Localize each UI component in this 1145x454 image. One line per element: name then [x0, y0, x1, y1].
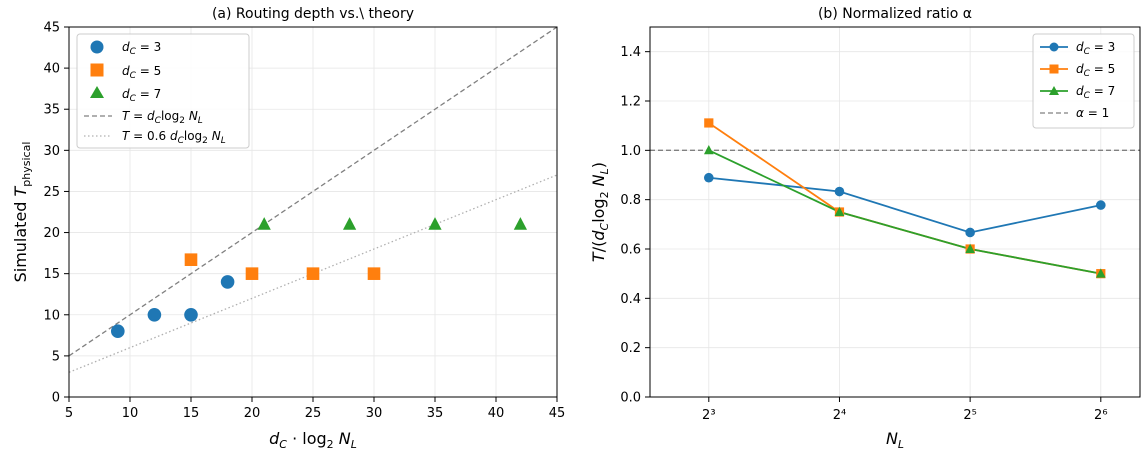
panel-a-reference-lines [68, 26, 558, 373]
panel-a-legend-box [76, 33, 250, 149]
data-point-circle [147, 307, 162, 322]
panel-a-xtick-label: 20 [244, 406, 261, 421]
panel-b-ytick-label: 1.4 [620, 45, 641, 60]
data-point-triangle [834, 206, 845, 216]
panel-b-title: (b) Normalized ratio α [818, 6, 972, 22]
panel-b-legend-box [1032, 33, 1135, 129]
panel-b-ytick-label: 0.8 [620, 193, 641, 208]
panel-b-legend: dC = 3 dC = 5 dC = 7 α = 1 [1032, 33, 1135, 129]
panel-b-xtick-label: 2³ [702, 408, 715, 423]
data-point-square [367, 267, 381, 280]
legend-a-label-dc3: dC = 3 [122, 40, 161, 57]
panel-b: 2³ 2⁴ 2⁵ 2⁶ 0.0 0.2 0.4 0.6 0.8 1.0 1.2 1.4 (b) Nor… [589, 6, 1141, 451]
panel-a-legend: dC = 3 dC = 5 dC = 7 T = dClog2 NL T = 0… [76, 33, 250, 149]
panel-a-xtick-label: 25 [305, 406, 322, 421]
panel-b-ytick-label: 1.2 [620, 95, 641, 110]
data-point-circle [834, 186, 845, 197]
legend-a-label-06: T = 0.6 dClog2 NL [122, 129, 226, 146]
data-point-circle [965, 227, 975, 238]
panel-a-ytick-label: 0 [52, 391, 60, 406]
panel-a-ytick-label: 25 [43, 185, 60, 200]
panel-a-xtick-label: 5 [65, 406, 73, 421]
data-point-triangle [965, 243, 975, 253]
data-point-circle [111, 324, 125, 339]
data-point-triangle [703, 145, 714, 155]
legend-b-label-dc3: dC = 3 [1076, 40, 1115, 57]
data-point-circle [1096, 200, 1106, 210]
data-point-circle [220, 275, 235, 289]
panel-b-ytick-label: 0.6 [620, 243, 641, 258]
panel-b-xlabel: NL [886, 429, 904, 451]
panel-b-ytick-label: 0.2 [620, 341, 641, 356]
legend-b-marker-dc3 [1049, 42, 1059, 52]
panel-a-ytick-label: 40 [43, 62, 60, 77]
series-line-circle [708, 176, 1101, 234]
panel-a-xtick-label: 10 [122, 406, 139, 421]
panel-b-data-points [703, 118, 1106, 279]
data-point-triangle [428, 217, 442, 230]
legend-a-marker-dc5 [90, 63, 104, 77]
data-point-triangle [1095, 268, 1106, 278]
panel-a-data-points [111, 217, 528, 339]
panel-b-ticks: 2³ 2⁴ 2⁵ 2⁶ 0.0 0.2 0.4 0.6 0.8 1.0 1.2 1.4 [620, 45, 1107, 423]
panel-a-xlabel: dC · log2 NL [269, 429, 357, 451]
panel-a-ytick-label: 15 [43, 267, 60, 282]
legend-a-label-dc7: dC = 7 [122, 87, 161, 104]
series-line-square [708, 122, 1101, 275]
data-point-circle [704, 172, 714, 183]
panel-a-xtick-label: 45 [549, 406, 566, 421]
panel-a-ylabel: Simulated Tphysical [11, 142, 33, 283]
legend-a-marker-dc3 [90, 40, 104, 54]
panel-a-xtick-label: 35 [427, 406, 444, 421]
panel-a-xtick-label: 15 [183, 406, 200, 421]
data-point-square [704, 118, 714, 128]
series-line-triangle [708, 149, 1101, 275]
panel-b-plot-frame [649, 26, 1141, 398]
data-point-triangle [342, 217, 357, 230]
data-point-circle [184, 307, 198, 322]
panel-b-series-lines [708, 122, 1101, 275]
data-point-square [306, 267, 320, 280]
legend-a-marker-dc7 [90, 86, 104, 98]
panel-a-ytick-label: 35 [43, 103, 60, 118]
panel-a-ytick-label: 5 [52, 349, 60, 364]
panel-a-ytick-label: 10 [43, 308, 60, 323]
legend-a-label-dc5: dC = 5 [122, 64, 161, 81]
legend-b-marker-dc5 [1049, 64, 1059, 74]
reference-line-theory [68, 26, 558, 357]
panel-b-xtick-label: 2⁴ [833, 408, 846, 423]
panel-a-xtick-label: 30 [366, 406, 383, 421]
data-point-square [184, 253, 198, 266]
data-point-triangle [257, 217, 271, 230]
legend-b-label-dc7: dC = 7 [1076, 84, 1115, 101]
panel-a-title: (a) Routing depth vs.\ theory [212, 6, 414, 22]
legend-a-label-theory: T = dClog2 NL [122, 109, 203, 126]
panel-a-ytick-label: 45 [43, 21, 60, 36]
panel-b-xtick-label: 2⁶ [1094, 408, 1107, 423]
data-point-triangle [513, 217, 528, 230]
legend-b-marker-dc7 [1049, 86, 1059, 95]
panel-b-ytick-label: 1.0 [620, 144, 641, 159]
panel-a-xtick-label: 40 [488, 406, 505, 421]
legend-b-label-dc5: dC = 5 [1076, 62, 1115, 79]
panel-b-ylabel: T/(dClog2 NL) [589, 162, 611, 262]
data-point-square [245, 267, 259, 280]
panel-b-ytick-label: 0.0 [620, 391, 641, 406]
legend-b-label-alpha: α = 1 [1076, 106, 1109, 120]
panel-b-xtick-label: 2⁵ [963, 408, 976, 423]
panel-a-ytick-label: 20 [43, 226, 60, 241]
panel-a-ytick-label: 30 [43, 144, 60, 159]
panel-b-ytick-label: 0.4 [620, 292, 641, 307]
